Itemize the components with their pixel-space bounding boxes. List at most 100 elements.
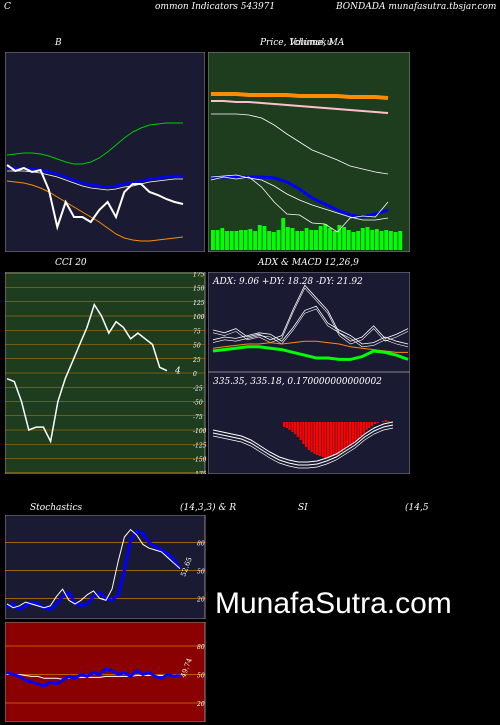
macd-histogram-bar — [302, 422, 305, 444]
volume-bar — [342, 227, 347, 250]
volume-bar — [309, 230, 314, 250]
macd-histogram-bar — [285, 422, 288, 428]
macd-histogram-bar — [321, 422, 324, 457]
volume-bar — [365, 227, 370, 250]
bollinger-series-0 — [6, 122, 183, 165]
macd-histogram-bar — [310, 422, 313, 452]
cci-tick-label: 75 — [193, 328, 201, 335]
macd-histogram-bar — [354, 422, 357, 442]
volume-bar — [290, 228, 295, 250]
volume-bar — [388, 231, 393, 250]
price-ma-series-2 — [211, 113, 389, 175]
adx-series-0 — [212, 284, 409, 342]
macd-histogram-bar — [351, 422, 354, 444]
price-ma-series-0 — [211, 92, 389, 100]
stoch-tick-label: 20 — [196, 596, 205, 603]
cci-tick-label: -75 — [193, 414, 203, 421]
volume-bar — [229, 231, 234, 250]
cci-tick-label: 150 — [193, 286, 205, 293]
macd-histogram-bar — [324, 422, 327, 458]
macd-histogram-bar — [371, 422, 374, 426]
stoch-tick-label: 50 — [197, 569, 205, 576]
stoch-series-0 — [6, 529, 182, 612]
macd-histogram-bar — [316, 422, 319, 455]
macd-histogram-bar — [335, 422, 338, 455]
macd-histogram-bar — [343, 422, 346, 450]
price-ma-series-4 — [210, 174, 389, 221]
macd-signal-line — [212, 424, 394, 466]
volume-bar — [239, 230, 243, 250]
macd-histogram-bar — [296, 422, 299, 437]
rsi-label-params: (14,5 — [405, 503, 429, 513]
macd-histogram-bar — [332, 422, 335, 456]
volume-bar — [257, 225, 262, 250]
macd-histogram-bar — [318, 422, 321, 456]
stoch-series-1 — [6, 528, 181, 609]
volume-bar — [234, 231, 239, 250]
volume-bar — [243, 230, 248, 250]
volume-bar — [220, 228, 225, 250]
macd-histogram-bar — [357, 422, 360, 439]
header-site: BONDADA munafasutra.tbsjar.com — [336, 2, 497, 12]
volume-bar — [379, 231, 384, 250]
macd-histogram-bar — [313, 422, 316, 454]
adx-values-text: ADX: 9.06 +DY: 18.28 -DY: 21.92 — [212, 277, 363, 287]
volume-bar — [328, 228, 332, 250]
price-ma-background — [208, 52, 410, 252]
rsi-background — [5, 622, 206, 722]
macd-histogram-bar — [384, 420, 387, 422]
macd-line — [212, 421, 394, 463]
macd-signal-line-2 — [212, 427, 394, 469]
volume-bar — [374, 229, 379, 250]
volume-bar — [318, 226, 323, 250]
bollinger-background — [5, 52, 205, 252]
volume-bar — [262, 226, 267, 250]
volume-bar — [295, 231, 300, 250]
macd-histogram-bar — [362, 422, 365, 433]
macd-histogram-bar — [305, 422, 308, 447]
rsi-label-left: SI — [298, 503, 308, 513]
volume-bar — [225, 231, 229, 250]
macd-histogram-bar — [329, 422, 332, 457]
cci-tick-label: -125 — [193, 442, 207, 449]
bollinger-label: B — [55, 38, 62, 48]
cci-label: CCI 20 — [55, 258, 87, 268]
volume-bar — [299, 231, 304, 250]
volume-bar — [304, 228, 309, 250]
cci-tick-label: -25 — [193, 385, 203, 392]
volume-bar — [360, 228, 365, 250]
volume-bar — [285, 227, 290, 250]
adx-macd-label: ADX & MACD 12,26,9 — [258, 258, 359, 268]
volume-bar — [215, 230, 220, 250]
volume-bar — [398, 231, 403, 250]
bollinger-chart — [5, 52, 205, 252]
macd-histogram-bar — [340, 422, 343, 452]
adx-series-3 — [212, 345, 409, 361]
macd-chart: 335.35, 335.18, 0.170000000000002 — [208, 372, 410, 474]
macd-histogram-bar — [291, 422, 294, 432]
volume-bar — [393, 232, 398, 250]
price-ma-series-5 — [210, 176, 389, 233]
volume-bar — [314, 230, 318, 250]
cci-current-value: 4 — [174, 367, 181, 377]
price-ma-label: Price, Volume, MA — [260, 38, 345, 48]
macd-histogram-bar — [338, 422, 341, 454]
rsi-series-1 — [6, 667, 181, 688]
volume-bar — [248, 229, 253, 250]
volume-bar — [276, 230, 281, 250]
volume-bar — [351, 232, 356, 250]
cci-tick-label: 25 — [192, 357, 201, 364]
macd-histogram-bar — [373, 422, 376, 424]
volume-bar — [370, 230, 375, 250]
macd-histogram-bar — [360, 422, 363, 436]
cci-tick-label: -175 — [193, 471, 207, 474]
macd-histogram-bar — [346, 422, 349, 448]
volume-bar — [267, 231, 272, 250]
volume-bar — [271, 232, 276, 250]
volume-bar — [332, 231, 337, 250]
cci-tick-label: -100 — [193, 428, 207, 435]
bollinger-series-3 — [6, 164, 184, 231]
header-left-letter: C — [4, 2, 11, 12]
